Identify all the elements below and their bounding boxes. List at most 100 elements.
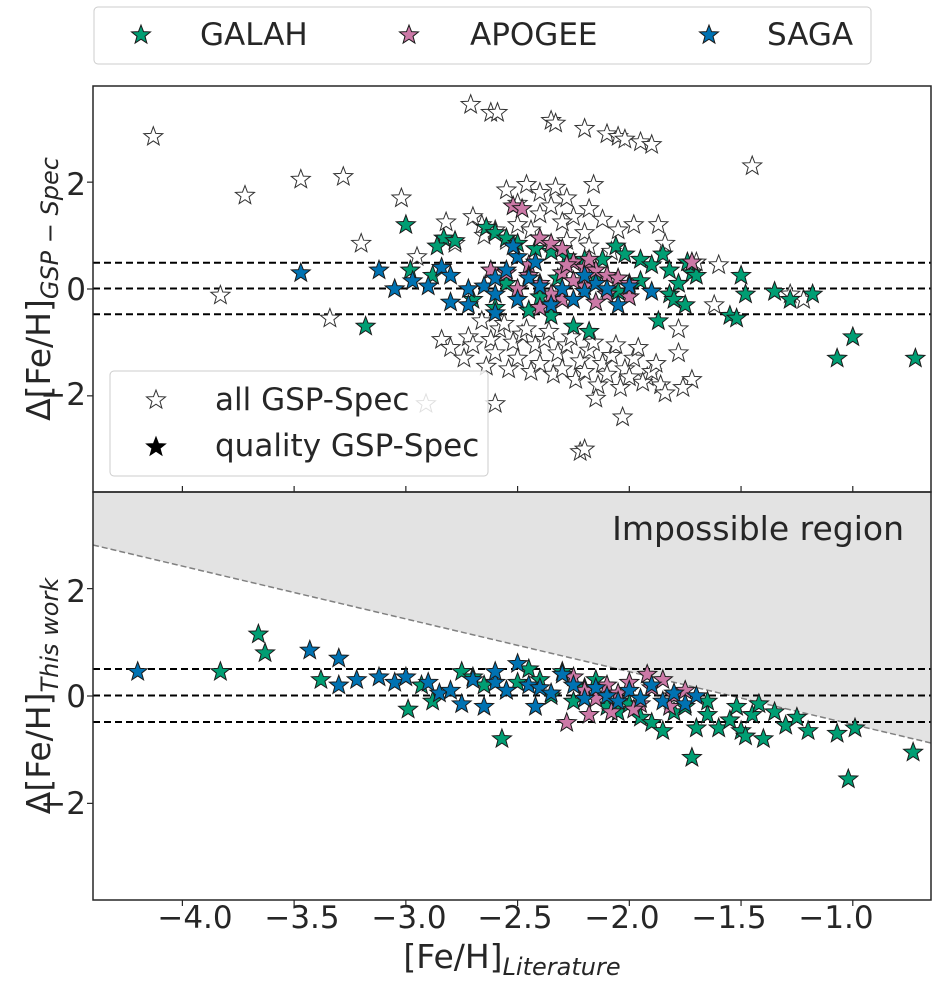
bottom-apogee-point-12 [636,663,659,684]
quality-legend: all GSP-Spec quality GSP-Spec [109,370,489,477]
top-apogee-point-27 [555,253,578,275]
bottom-saga-point-16 [517,673,540,695]
top-apogee-point-2 [529,226,551,248]
bottom-saga-point-31 [685,684,708,706]
bottom-saga-point-17 [529,676,551,698]
top-apogee-point-1 [511,197,533,219]
top-saga-point-26 [502,234,524,256]
top-galah-point-30 [730,264,752,285]
top-all-gsp-spec-point-9 [459,93,482,114]
bottom-saga-point-20 [562,673,585,695]
top-saga-point-12 [529,274,551,296]
bottom-saga-point-13 [484,671,507,692]
top-saga-point-2 [383,277,406,299]
top-saga-point-11 [517,266,540,288]
legend-galah-marker [130,23,152,45]
bottom-saga-point-0 [126,660,149,682]
top-saga-point-5 [439,264,462,285]
bottom-galah-point-40 [797,719,819,741]
top-all-gsp-spec-point-52 [430,328,453,349]
top-all-gsp-spec-point-79 [600,344,623,366]
top-all-gsp-spec-point-67 [506,346,529,368]
top-y-axis-label: Δ[Fe/H]GSP − Spec [19,157,64,421]
bottom-galah-point-37 [763,700,786,722]
top-all-gsp-spec-point-69 [551,357,574,379]
bottom-galah-point-39 [786,706,808,727]
top-all-gsp-spec-point-35 [707,253,730,275]
legend-all-gspspec-label: all GSP-Spec [215,382,409,418]
top-galah-point-39 [578,320,600,341]
bottom-saga-point-34 [484,660,507,682]
bottom-saga-point-14 [495,679,518,700]
bottom-galah-point-4 [397,697,419,719]
bottom-apogee-point-15 [622,697,645,719]
bottom-saga-point-4 [345,668,368,690]
xtick-label-minus1.0: −1.0 [798,900,873,936]
top-all-gsp-spec-point-83 [493,312,516,333]
top-all-gsp-spec-point-24 [582,173,605,195]
bottom-galah-point-45 [748,692,770,714]
top-saga-point-24 [562,288,585,309]
bottom-galah-point-0 [209,660,232,682]
top-galah-point-20 [658,258,681,280]
legend-all-gspspec-marker [145,388,167,410]
top-all-gsp-spec-point-50 [479,328,502,349]
bottom-saga-point-21 [573,687,596,708]
top-scatter [142,93,927,462]
top-galah-point-38 [904,346,927,368]
bottom-ytick-label-0: 0 [66,679,86,715]
top-all-gsp-spec-point-29 [629,130,652,152]
bottom-saga-point-32 [473,695,495,716]
top-all-gsp-spec-point-7 [435,210,457,232]
top-all-gsp-spec-point-107 [520,218,542,240]
bottom-saga-point-5 [368,665,390,687]
top-all-gsp-spec-point-88 [605,333,627,355]
bottom-apogee-point-0 [555,711,578,733]
top-galah-point-8 [495,226,518,248]
top-all-gsp-spec-point-91 [319,306,341,328]
axis-ticks [87,181,854,906]
impossible-region-label: Impossible region [612,509,904,548]
top-saga-point-0 [289,261,312,283]
top-all-gsp-spec-point-55 [475,355,498,376]
top-all-gsp-spec-point-53 [439,336,462,358]
bottom-galah-point-35 [741,703,764,725]
top-all-gsp-spec-point-20 [555,186,578,208]
top-all-gsp-spec-point-46 [569,349,592,371]
bottom-galah-point-42 [837,767,860,789]
top-galah-point-33 [763,280,786,301]
bottom-apogee-point-14 [578,703,600,725]
bottom-saga-point-23 [596,684,618,706]
top-all-gsp-spec-point-32 [654,232,676,253]
top-all-gsp-spec-point-80 [622,346,645,368]
top-galah-point-29 [734,282,757,304]
xtick-label-minus4.0: −4.0 [157,900,232,936]
top-galah-point-32 [725,306,748,328]
top-all-gsp-spec-point-64 [672,376,694,398]
top-galah-point-50 [629,269,652,291]
top-galah-point-6 [475,216,498,237]
bottom-galah-point-2 [254,641,276,663]
top-all-gsp-spec-point-5 [390,186,413,208]
bottom-saga-point-3 [327,673,350,695]
bottom-apogee-point-13 [600,700,623,722]
top-all-gsp-spec-point-23 [578,197,600,219]
top-galah-point-18 [640,253,663,275]
bottom-galah-point-43 [844,716,866,738]
top-galah-point-1 [432,226,455,248]
bottom-galah-point-32 [719,708,741,730]
top-all-gsp-spec-point-105 [591,208,614,229]
top-y-axis-label-main: Δ[Fe/H] [19,299,58,421]
top-all-gsp-spec-point-108 [540,194,562,216]
xtick-label-minus2.5: −2.5 [477,900,552,936]
bottom-saga-point-10 [439,679,462,700]
top-all-gsp-spec-point-103 [462,205,484,227]
xtick-label-minus3.5: −3.5 [264,900,339,936]
top-all-gsp-spec-point-31 [647,213,670,235]
bottom-galah-point-41 [826,722,849,743]
top-galah-point-2 [444,229,466,251]
top-legend: GALAH APOGEE SAGA [93,6,872,65]
top-galah-point-24 [663,288,685,309]
impossible-region [93,492,931,743]
top-all-gsp-spec-point-15 [515,173,538,195]
